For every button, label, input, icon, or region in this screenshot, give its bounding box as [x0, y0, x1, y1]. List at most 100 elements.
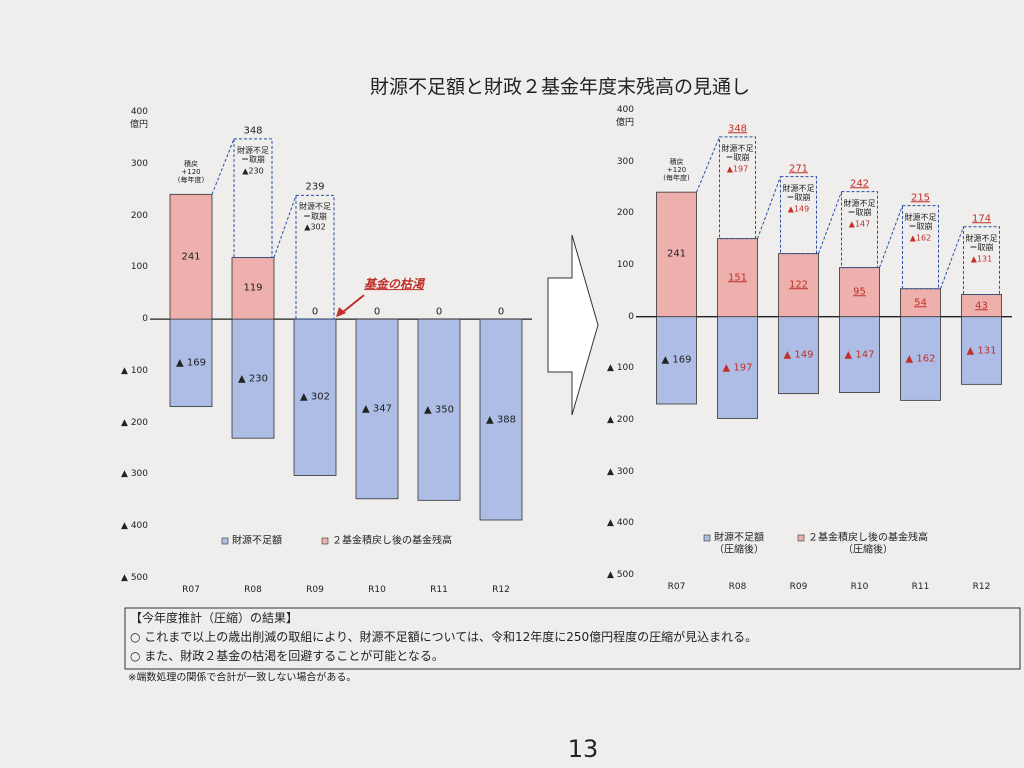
- connector: [818, 191, 842, 254]
- bar: [656, 316, 697, 405]
- data-label: ▲ 149: [783, 349, 814, 361]
- data-label: ▲ 347: [362, 403, 392, 415]
- bar: [839, 316, 880, 394]
- bar: [900, 316, 941, 401]
- data-label: ▲ 162: [905, 352, 936, 364]
- data-label: 0: [435, 306, 443, 318]
- data-label: 0: [373, 306, 381, 318]
- bar: [479, 318, 523, 521]
- x-tick-label: R09: [306, 584, 324, 595]
- data-label: ▲ 350: [424, 403, 454, 415]
- y-tick-label: 300: [616, 156, 634, 167]
- box-text: 財源不足 ＝取崩: [782, 183, 815, 202]
- connector: [273, 195, 297, 258]
- y-unit-label: 億円: [129, 119, 148, 130]
- data-label: ▲ 169: [176, 357, 206, 369]
- y-tick-label: 200: [130, 210, 148, 221]
- box-drawdown: ▲230: [242, 166, 264, 176]
- box-total-label: 242: [849, 177, 870, 189]
- x-tick-label: R11: [430, 584, 448, 595]
- x-tick-label: R07: [667, 581, 686, 592]
- data-label: 95: [853, 286, 866, 298]
- bar: [231, 257, 275, 320]
- withdrawal-box: [963, 226, 1000, 295]
- legend-swatch: [221, 537, 229, 545]
- data-label: ▲ 302: [300, 391, 330, 403]
- x-tick-label: R10: [850, 581, 869, 592]
- summary-box: [124, 607, 1021, 670]
- bar: [656, 191, 697, 318]
- y-tick-label: 400: [616, 104, 634, 115]
- legend-label: ２基金積戻し後の基金残高: [332, 535, 452, 547]
- legend-swatch: [703, 534, 711, 542]
- y-tick-label: 300: [130, 158, 148, 169]
- y-tick-label: ▲ 500: [121, 572, 148, 583]
- bar: [417, 318, 461, 501]
- box-drawdown: ▲197: [726, 164, 749, 174]
- y-tick-label: ▲ 300: [607, 466, 634, 477]
- box-total-label: 348: [243, 125, 263, 137]
- y-tick-label: ▲ 200: [607, 414, 634, 425]
- x-tick-label: R08: [728, 581, 747, 592]
- y-tick-label: 100: [616, 259, 634, 270]
- bar: [717, 238, 758, 318]
- connector: [757, 176, 781, 239]
- x-tick-label: R12: [492, 584, 510, 595]
- data-label: ▲ 169: [661, 354, 692, 366]
- page-number: 13: [567, 735, 599, 764]
- box-text: 財源不足 ＝取崩: [237, 145, 269, 164]
- annotation: 積戻 +120 (毎年度): [177, 160, 205, 185]
- footnote: ※端数処理の関係で合計が一致しない場合がある。: [128, 672, 357, 684]
- box-text: 財源不足 ＝取崩: [904, 212, 937, 231]
- data-label: 122: [788, 279, 809, 291]
- summary-heading: 【今年度推計（圧縮）の結果】: [130, 611, 299, 626]
- y-tick-label: 100: [130, 262, 148, 273]
- data-label: 151: [727, 271, 748, 283]
- bar: [900, 288, 941, 318]
- box-drawdown: ▲147: [848, 219, 871, 229]
- bar: [778, 316, 819, 395]
- y-unit-label: 億円: [615, 117, 634, 128]
- legend-label: 財源不足額: [232, 535, 282, 547]
- bar: [355, 318, 399, 500]
- withdrawal-box: [902, 205, 939, 290]
- y-tick-label: ▲ 300: [121, 469, 148, 480]
- bar: [231, 318, 275, 439]
- bar: [717, 316, 758, 419]
- withdrawal-box: [719, 136, 756, 240]
- data-label: 54: [914, 296, 927, 308]
- box-text: 財源不足 ＝取崩: [721, 143, 754, 162]
- connector: [940, 226, 964, 289]
- y-tick-label: 400: [130, 106, 148, 117]
- y-tick-label: 0: [628, 311, 634, 322]
- bar: [778, 253, 819, 318]
- bar: [169, 193, 213, 320]
- data-label: 119: [243, 282, 263, 294]
- x-tick-label: R10: [368, 584, 386, 595]
- data-label: ▲ 197: [722, 361, 753, 373]
- data-label: 43: [975, 299, 988, 311]
- box-text: 財源不足 ＝取崩: [299, 202, 331, 221]
- depletion-arrowhead: [336, 307, 346, 318]
- box-total-label: 348: [727, 123, 748, 135]
- withdrawal-box: [841, 191, 878, 269]
- box-text: 財源不足 ＝取崩: [843, 198, 876, 217]
- bar: [961, 316, 1002, 385]
- data-label: ▲ 131: [966, 344, 997, 356]
- depletion-note: 基金の枯渇: [364, 277, 425, 292]
- box-total-label: 271: [788, 162, 809, 174]
- bar: [293, 318, 337, 476]
- withdrawal-box: [295, 194, 335, 320]
- y-tick-label: ▲ 400: [607, 518, 634, 529]
- legend-label: 財源不足額 （圧縮後）: [714, 532, 764, 556]
- box-text: 財源不足 ＝取崩: [965, 233, 998, 252]
- connector: [879, 205, 903, 268]
- y-tick-label: ▲ 500: [607, 569, 634, 580]
- legend-swatch: [797, 534, 805, 542]
- data-label: 0: [311, 306, 319, 318]
- y-tick-label: ▲ 400: [121, 521, 148, 532]
- transition-arrow: [547, 234, 599, 416]
- x-tick-label: R11: [911, 581, 930, 592]
